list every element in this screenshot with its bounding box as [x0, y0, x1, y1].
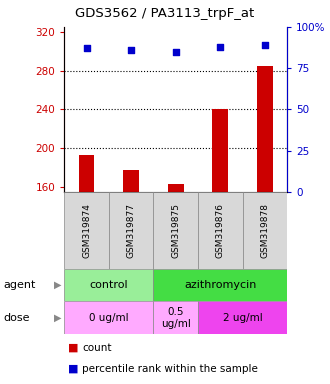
Text: ■: ■ — [68, 364, 78, 374]
Bar — [153, 192, 198, 269]
Text: GSM319874: GSM319874 — [82, 203, 91, 258]
Text: 0 ug/ml: 0 ug/ml — [89, 313, 129, 323]
Text: control: control — [89, 280, 128, 290]
Bar — [213, 109, 228, 192]
Point — [84, 45, 89, 51]
Text: GSM319878: GSM319878 — [260, 203, 269, 258]
Text: GSM319877: GSM319877 — [127, 203, 136, 258]
Text: 0.5
ug/ml: 0.5 ug/ml — [161, 307, 191, 329]
Bar — [64, 269, 153, 301]
Text: ■: ■ — [68, 343, 78, 353]
Text: dose: dose — [3, 313, 30, 323]
Text: GDS3562 / PA3113_trpF_at: GDS3562 / PA3113_trpF_at — [75, 7, 255, 20]
Point — [218, 44, 223, 50]
Bar — [198, 301, 287, 334]
Bar — [243, 192, 287, 269]
Point — [262, 42, 268, 48]
Text: percentile rank within the sample: percentile rank within the sample — [82, 364, 258, 374]
Text: GSM319875: GSM319875 — [171, 203, 180, 258]
Bar — [109, 192, 153, 269]
Text: azithromycin: azithromycin — [184, 280, 256, 290]
Bar — [257, 66, 273, 192]
Text: count: count — [82, 343, 112, 353]
Bar — [153, 301, 198, 334]
Text: GSM319876: GSM319876 — [216, 203, 225, 258]
Text: ▶: ▶ — [54, 280, 61, 290]
Text: agent: agent — [3, 280, 36, 290]
Bar — [79, 155, 94, 192]
Text: ▶: ▶ — [54, 313, 61, 323]
Point — [173, 49, 179, 55]
Bar — [64, 301, 153, 334]
Bar — [198, 192, 243, 269]
Point — [129, 47, 134, 53]
Bar — [64, 192, 109, 269]
Bar — [123, 170, 139, 192]
Bar — [153, 269, 287, 301]
Text: 2 ug/ml: 2 ug/ml — [223, 313, 262, 323]
Bar — [168, 184, 183, 192]
